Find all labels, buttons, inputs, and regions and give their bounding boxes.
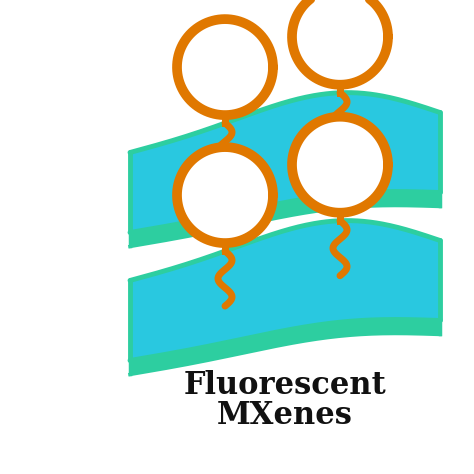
Polygon shape bbox=[292, 117, 388, 213]
Polygon shape bbox=[130, 92, 440, 232]
Text: Fluorescent: Fluorescent bbox=[183, 371, 386, 401]
Polygon shape bbox=[130, 220, 440, 360]
Text: MXenes: MXenes bbox=[217, 401, 353, 431]
Polygon shape bbox=[130, 319, 440, 374]
Polygon shape bbox=[177, 19, 273, 115]
Polygon shape bbox=[177, 147, 273, 243]
Polygon shape bbox=[292, 0, 388, 85]
Polygon shape bbox=[130, 191, 440, 246]
